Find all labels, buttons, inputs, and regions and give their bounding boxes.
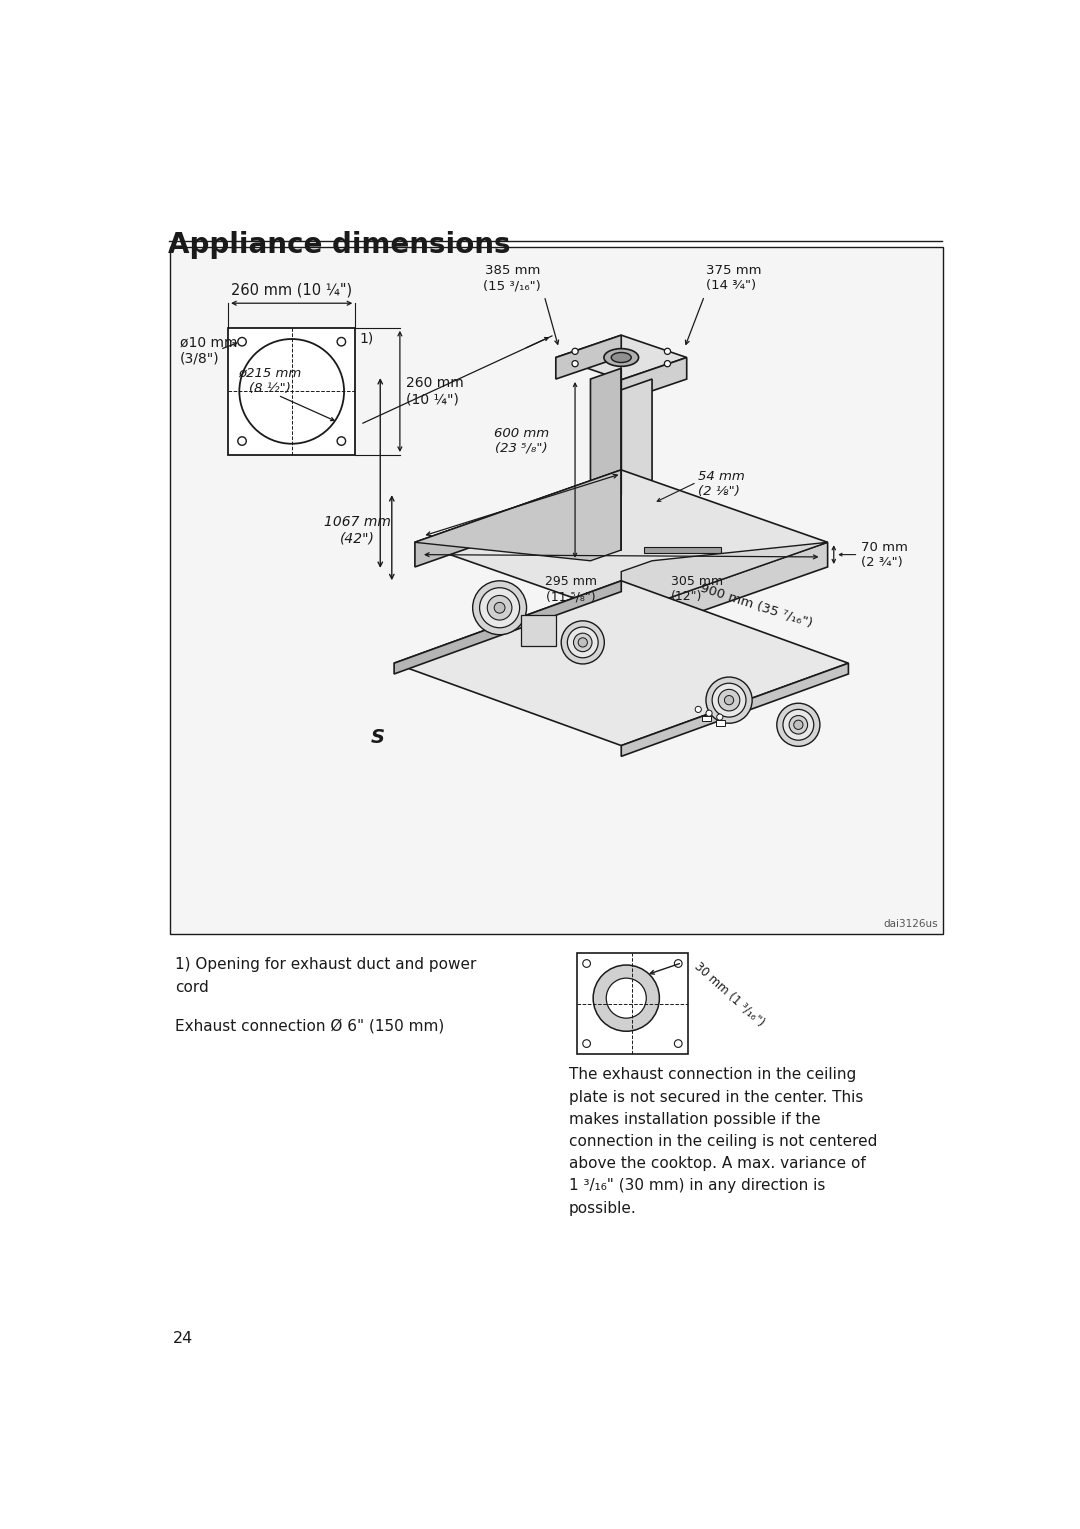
Polygon shape xyxy=(621,543,827,615)
Bar xyxy=(170,246,943,934)
Circle shape xyxy=(337,338,346,346)
Circle shape xyxy=(593,965,660,1031)
Text: 70 mm
(2 ¾"): 70 mm (2 ¾") xyxy=(861,541,907,569)
Text: 24: 24 xyxy=(173,1332,193,1346)
Polygon shape xyxy=(621,379,652,572)
Bar xyxy=(702,716,712,722)
Circle shape xyxy=(664,349,671,355)
Circle shape xyxy=(573,633,592,651)
Polygon shape xyxy=(621,543,827,639)
Polygon shape xyxy=(621,358,687,402)
Circle shape xyxy=(789,716,808,734)
Polygon shape xyxy=(556,335,621,379)
Text: 900 mm (35 ⁷/₁₆"): 900 mm (35 ⁷/₁₆") xyxy=(699,581,814,630)
Bar xyxy=(228,327,355,456)
Polygon shape xyxy=(415,469,827,615)
Polygon shape xyxy=(394,581,621,674)
Text: 295 mm
(11 ⁵/₈"): 295 mm (11 ⁵/₈") xyxy=(545,575,597,604)
Polygon shape xyxy=(556,335,687,379)
Circle shape xyxy=(238,338,246,346)
Circle shape xyxy=(583,960,591,968)
Circle shape xyxy=(706,709,712,716)
Circle shape xyxy=(674,960,683,968)
Text: Exhaust connection Ø 6" (150 mm): Exhaust connection Ø 6" (150 mm) xyxy=(175,1018,444,1034)
Text: 305 mm
(12"): 305 mm (12") xyxy=(672,575,724,604)
Circle shape xyxy=(664,361,671,367)
Text: 375 mm
(14 ¾"): 375 mm (14 ¾") xyxy=(706,265,761,292)
Text: 30 mm (1 ³/₁₆"): 30 mm (1 ³/₁₆") xyxy=(692,960,767,1029)
Polygon shape xyxy=(394,581,849,746)
Circle shape xyxy=(783,709,813,740)
Circle shape xyxy=(337,437,346,445)
Circle shape xyxy=(240,339,345,443)
Bar xyxy=(522,616,556,647)
Circle shape xyxy=(717,714,723,720)
Circle shape xyxy=(725,696,733,705)
Text: dai3126us: dai3126us xyxy=(883,919,939,928)
Text: 260 mm (10 ¼"): 260 mm (10 ¼") xyxy=(231,281,352,297)
Text: 1) Opening for exhaust duct and power
cord: 1) Opening for exhaust duct and power co… xyxy=(175,957,476,994)
Ellipse shape xyxy=(604,349,638,367)
Text: 600 mm
(23 ⁵/₈"): 600 mm (23 ⁵/₈") xyxy=(494,427,549,454)
Circle shape xyxy=(487,595,512,621)
Text: The exhaust connection in the ceiling
plate is not secured in the center. This
m: The exhaust connection in the ceiling pl… xyxy=(569,1067,877,1216)
Text: 260 mm
(10 ¼"): 260 mm (10 ¼") xyxy=(406,376,463,407)
Circle shape xyxy=(583,1040,591,1047)
Circle shape xyxy=(712,683,746,717)
Circle shape xyxy=(567,627,598,657)
Polygon shape xyxy=(591,368,621,561)
Polygon shape xyxy=(415,469,621,567)
Bar xyxy=(716,720,725,726)
Text: ø215 mm
(8 ½"): ø215 mm (8 ½") xyxy=(239,367,301,394)
Text: 1): 1) xyxy=(360,332,374,346)
Circle shape xyxy=(562,621,605,664)
Circle shape xyxy=(777,703,820,746)
Circle shape xyxy=(495,602,505,613)
Text: S: S xyxy=(370,728,384,748)
Circle shape xyxy=(480,587,519,628)
Bar xyxy=(577,954,688,1053)
Circle shape xyxy=(696,706,701,713)
Bar xyxy=(645,547,721,553)
Circle shape xyxy=(674,1040,683,1047)
Circle shape xyxy=(572,361,578,367)
Text: Appliance dimensions: Appliance dimensions xyxy=(168,231,511,260)
Text: 385 mm
(15 ³/₁₆"): 385 mm (15 ³/₁₆") xyxy=(483,265,540,292)
Ellipse shape xyxy=(611,353,632,362)
Circle shape xyxy=(718,690,740,711)
Circle shape xyxy=(578,638,588,647)
Circle shape xyxy=(238,437,246,445)
Polygon shape xyxy=(415,469,621,561)
Circle shape xyxy=(473,581,527,635)
Circle shape xyxy=(706,677,752,723)
Circle shape xyxy=(606,979,646,1018)
Polygon shape xyxy=(621,664,849,757)
Text: 54 mm
(2 ⅛"): 54 mm (2 ⅛") xyxy=(699,469,745,498)
Text: 1067 mm
(42"): 1067 mm (42") xyxy=(324,515,391,544)
Text: ø10 mm
(3/8"): ø10 mm (3/8") xyxy=(180,335,238,365)
Circle shape xyxy=(794,720,802,729)
Circle shape xyxy=(572,349,578,355)
